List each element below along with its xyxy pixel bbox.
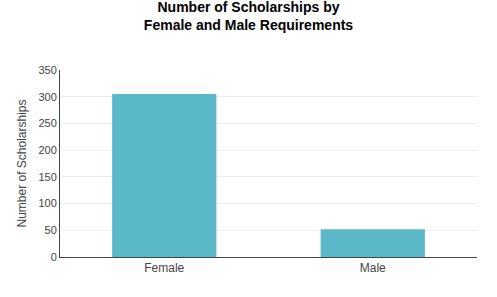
svg-text:200: 200 [38,144,56,156]
svg-text:250: 250 [38,117,56,129]
svg-text:50: 50 [45,224,57,236]
svg-text:Male: Male [360,261,386,275]
svg-text:Number of Scholarships: Number of Scholarships [15,99,29,227]
svg-text:300: 300 [38,91,56,103]
svg-text:100: 100 [38,197,56,209]
svg-text:Female: Female [144,261,184,275]
svg-text:150: 150 [38,171,56,183]
svg-text:Number of Scholarships byFemal: Number of Scholarships byFemale and Male… [144,0,354,33]
svg-text:0: 0 [51,251,57,263]
svg-text:350: 350 [38,64,56,76]
